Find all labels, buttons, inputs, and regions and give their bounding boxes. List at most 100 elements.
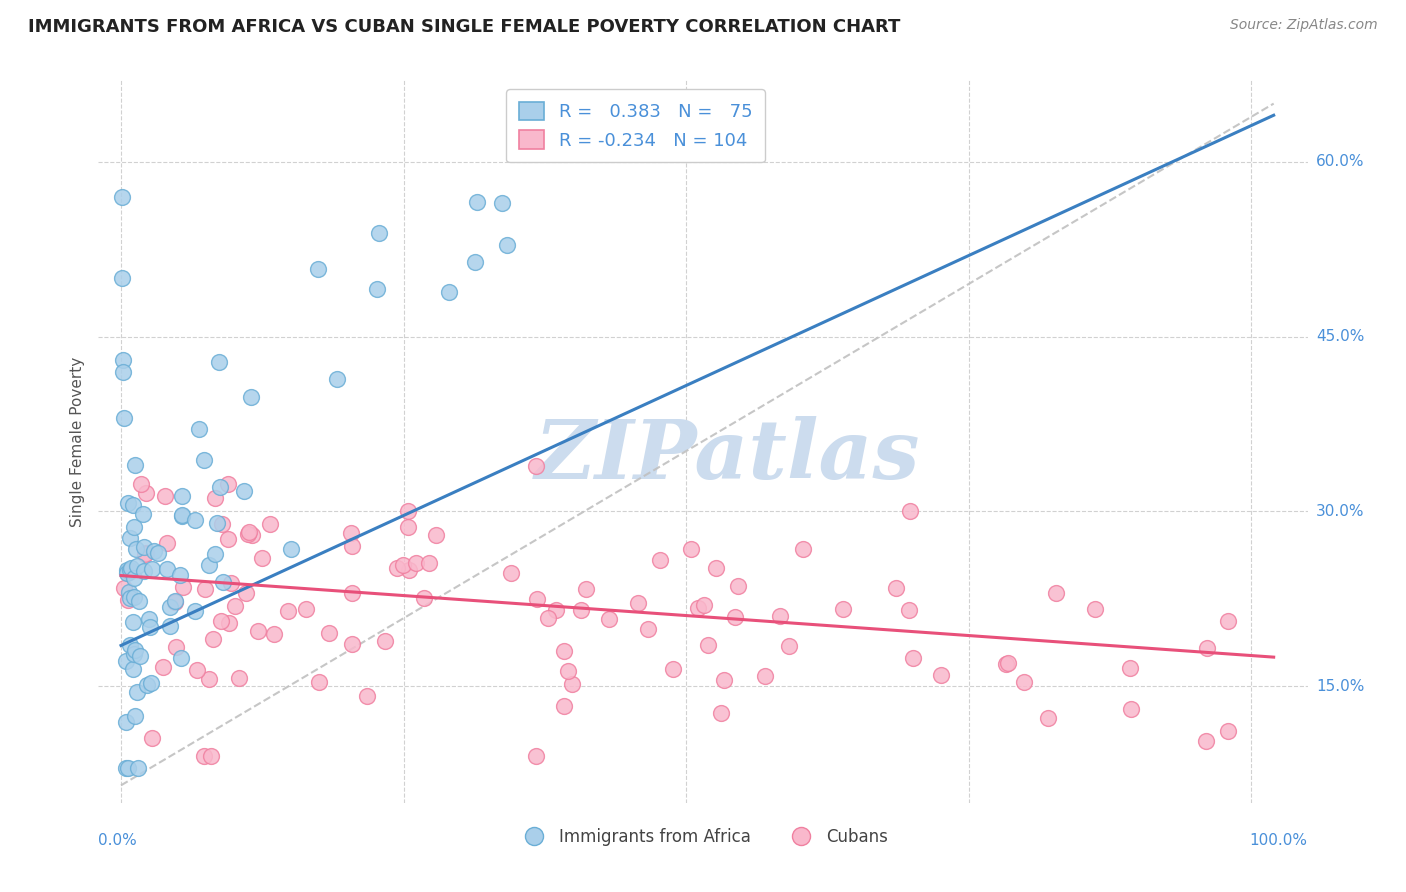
Point <box>340 525 363 540</box>
Point <box>125 558 148 573</box>
Text: ZIPatlas: ZIPatlas <box>534 416 920 496</box>
Point <box>598 612 620 626</box>
Point <box>413 591 436 606</box>
Point <box>710 706 733 720</box>
Text: 45.0%: 45.0% <box>1316 329 1364 344</box>
Point <box>138 612 160 626</box>
Point <box>112 581 135 595</box>
Point <box>247 624 270 639</box>
Point <box>769 608 792 623</box>
Point <box>153 489 176 503</box>
Point <box>499 566 522 580</box>
Point <box>561 677 583 691</box>
Point <box>553 644 575 658</box>
Point <box>183 604 205 618</box>
Point <box>139 676 162 690</box>
Point <box>120 638 142 652</box>
Point <box>280 541 302 556</box>
Point <box>124 708 146 723</box>
Legend: Immigrants from Africa, Cubans: Immigrants from Africa, Cubans <box>512 821 894 852</box>
Point <box>111 190 134 204</box>
Point <box>118 565 141 579</box>
Point <box>169 567 191 582</box>
Point <box>425 527 447 541</box>
Point <box>340 637 363 651</box>
Point <box>124 458 146 473</box>
Point <box>1119 661 1142 675</box>
Point <box>418 556 440 570</box>
Text: 0.0%: 0.0% <box>98 833 138 848</box>
Point <box>127 685 149 699</box>
Point <box>727 578 749 592</box>
Point <box>122 615 145 629</box>
Point <box>212 575 235 590</box>
Point <box>832 602 855 616</box>
Text: Source: ZipAtlas.com: Source: ZipAtlas.com <box>1230 18 1378 32</box>
Point <box>524 749 547 764</box>
Point <box>1218 724 1240 739</box>
Point <box>754 668 776 682</box>
Point <box>250 550 273 565</box>
Point <box>120 561 142 575</box>
Point <box>228 671 250 685</box>
Point <box>125 542 148 557</box>
Point <box>219 576 242 591</box>
Point <box>295 602 318 616</box>
Point <box>537 610 560 624</box>
Point <box>259 516 281 531</box>
Point <box>159 619 181 633</box>
Point <box>368 226 391 240</box>
Point <box>172 508 194 523</box>
Point <box>170 489 193 503</box>
Point <box>170 509 193 524</box>
Point <box>396 503 419 517</box>
Point <box>118 584 141 599</box>
Point <box>136 678 159 692</box>
Point <box>202 632 225 646</box>
Point <box>557 664 579 678</box>
Point <box>1195 733 1218 747</box>
Point <box>204 547 226 561</box>
Point <box>165 595 187 609</box>
Point <box>1084 602 1107 616</box>
Point <box>491 195 513 210</box>
Point <box>159 599 181 614</box>
Point <box>169 650 191 665</box>
Point <box>208 355 231 369</box>
Point <box>692 599 714 613</box>
Point <box>1218 614 1240 628</box>
Point <box>200 749 222 764</box>
Point <box>385 560 408 574</box>
Point <box>194 582 217 596</box>
Point <box>929 667 952 681</box>
Point <box>115 715 138 730</box>
Point <box>1121 702 1143 716</box>
Point <box>120 531 142 545</box>
Point <box>724 610 747 624</box>
Point <box>211 517 233 532</box>
Point <box>184 513 207 527</box>
Point <box>356 690 378 704</box>
Point <box>120 563 142 577</box>
Point <box>135 546 157 560</box>
Y-axis label: Single Female Poverty: Single Female Poverty <box>70 357 86 526</box>
Point <box>115 761 138 775</box>
Point <box>439 285 461 300</box>
Point <box>574 582 596 596</box>
Point <box>118 591 141 605</box>
Point <box>526 592 548 607</box>
Point <box>172 580 194 594</box>
Point <box>233 484 256 499</box>
Point <box>374 634 396 648</box>
Point <box>238 525 260 540</box>
Point <box>997 656 1019 670</box>
Point <box>340 586 363 600</box>
Point <box>686 601 709 615</box>
Point <box>112 411 135 425</box>
Point <box>713 673 735 687</box>
Point <box>204 491 226 506</box>
Point <box>318 626 340 640</box>
Point <box>122 571 145 585</box>
Point <box>218 615 240 630</box>
Point <box>209 480 232 494</box>
